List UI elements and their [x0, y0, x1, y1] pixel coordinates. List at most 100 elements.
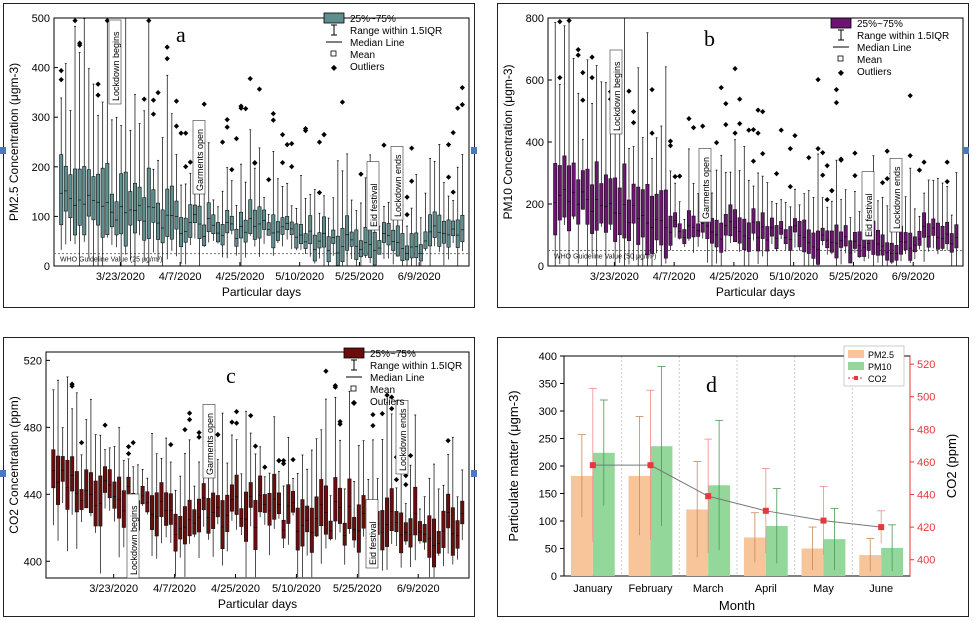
- legend-label: Range within 1.5IQR: [370, 361, 462, 372]
- y2-tick-label: 520: [917, 359, 935, 371]
- y2-axis-label: CO2 (ppm): [944, 434, 959, 498]
- outlier-point: ◆: [649, 87, 655, 94]
- box: [333, 477, 338, 522]
- box: [192, 204, 197, 223]
- legend-label: 25%~75%: [370, 349, 416, 360]
- y-axis-label: CO2 Concentration (ppm): [7, 396, 21, 533]
- box: [608, 178, 613, 225]
- outlier-point: ◆: [224, 116, 230, 123]
- outlier-point: ◆: [751, 127, 757, 134]
- box: [165, 188, 170, 237]
- outlier-point: ◆: [126, 444, 132, 451]
- x-tick-label: 5/25/2020: [829, 271, 878, 283]
- chart-panel-c: 400 440 480 520 3/23/2020 4/7/2020 4/25/2020 5/…: [3, 337, 475, 617]
- outlier-point: ◆: [187, 410, 193, 417]
- box: [385, 497, 390, 547]
- resize-handle-left[interactable]: [0, 147, 6, 154]
- y2-tick-label: 480: [917, 424, 935, 436]
- outlier-point: ◆: [755, 107, 761, 114]
- bar-pm25: [570, 475, 593, 576]
- box: [696, 223, 701, 237]
- outlier-point: ◆: [183, 164, 189, 171]
- outlier-point: ◆: [280, 131, 286, 138]
- box: [903, 232, 908, 251]
- x-tick-label: 5/10/2020: [275, 271, 324, 283]
- box: [262, 209, 267, 230]
- box: [829, 230, 834, 253]
- outlier-point: ◆: [188, 159, 194, 166]
- outlier-point: ◆: [825, 162, 831, 169]
- resize-handle-mid[interactable]: [471, 147, 477, 154]
- outlier-point: ◆: [580, 70, 586, 77]
- outlier-point: ◆: [455, 105, 461, 112]
- y-tick-label: 400: [24, 556, 42, 568]
- box: [121, 490, 126, 528]
- box: [557, 165, 562, 221]
- outlier-point: ◆: [723, 122, 729, 129]
- y-tick-label: 50: [545, 544, 557, 556]
- outlier-point: ◆: [95, 81, 101, 88]
- box: [266, 222, 271, 236]
- outlier-point: ◆: [234, 136, 240, 143]
- y-tick-label: 300: [539, 406, 557, 418]
- box: [839, 231, 844, 248]
- legend-label: Range within 1.5IQR: [350, 26, 442, 37]
- resize-handle-left-2[interactable]: [0, 470, 6, 477]
- box: [303, 233, 308, 249]
- y-axis-label: PM10 Concentration (μgm-3): [501, 65, 515, 220]
- box: [239, 211, 243, 239]
- annotation-text: Lockdown ends: [398, 408, 408, 471]
- annotation-text: Eid festival: [864, 193, 874, 237]
- box: [299, 224, 303, 245]
- y-tick-label: 440: [24, 489, 42, 501]
- box: [267, 493, 272, 526]
- resize-handle-mid-2[interactable]: [471, 470, 477, 477]
- box: [395, 225, 400, 257]
- outlier-point: ◆: [317, 189, 323, 196]
- box: [441, 510, 446, 548]
- box: [441, 220, 446, 244]
- box: [133, 182, 137, 234]
- panel-letter: a: [176, 22, 186, 47]
- co2-point: [820, 517, 827, 524]
- box: [229, 484, 234, 512]
- box: [70, 456, 75, 492]
- x-tick-label: 4/7/2020: [159, 271, 202, 283]
- outlier-point: ◆: [668, 138, 674, 145]
- annotation-text: Lockdown begins: [111, 31, 121, 101]
- outlier-point: ◆: [215, 432, 221, 439]
- legend-swatch-box: [323, 12, 345, 24]
- annotation-box: [365, 499, 379, 569]
- outlier-point: ◆: [248, 76, 254, 83]
- co2-point: [647, 462, 654, 469]
- box: [737, 217, 742, 244]
- outlier-point: ◆: [445, 437, 451, 444]
- box: [931, 218, 936, 236]
- annotation: Garments open: [202, 404, 216, 479]
- box: [663, 189, 668, 259]
- chart-panel-b: 0 200 400 600 800 3/23/2020 4/7/2020 4/25/2020 5…: [497, 3, 969, 308]
- x-tick-label: 4/25/2020: [211, 583, 260, 595]
- box: [338, 487, 343, 524]
- outlier-point: ◆: [229, 419, 235, 426]
- box: [788, 226, 793, 251]
- bar-pm10: [592, 452, 615, 576]
- box: [168, 493, 173, 525]
- outlier-point: ◆: [672, 174, 678, 181]
- box: [414, 232, 419, 259]
- box: [119, 173, 124, 235]
- outlier-point: ◆: [141, 96, 147, 103]
- outlier-point: ◆: [72, 17, 78, 24]
- box: [422, 524, 427, 543]
- box: [146, 167, 151, 239]
- x-tick-label: 3/23/2020: [96, 271, 145, 283]
- box: [244, 491, 249, 542]
- resize-handle-right[interactable]: [963, 147, 969, 154]
- box: [889, 242, 894, 263]
- box: [668, 215, 673, 246]
- box: [719, 222, 724, 253]
- box: [571, 162, 576, 217]
- outlier-point: ◆: [165, 55, 171, 62]
- box: [197, 205, 202, 239]
- box: [852, 232, 857, 249]
